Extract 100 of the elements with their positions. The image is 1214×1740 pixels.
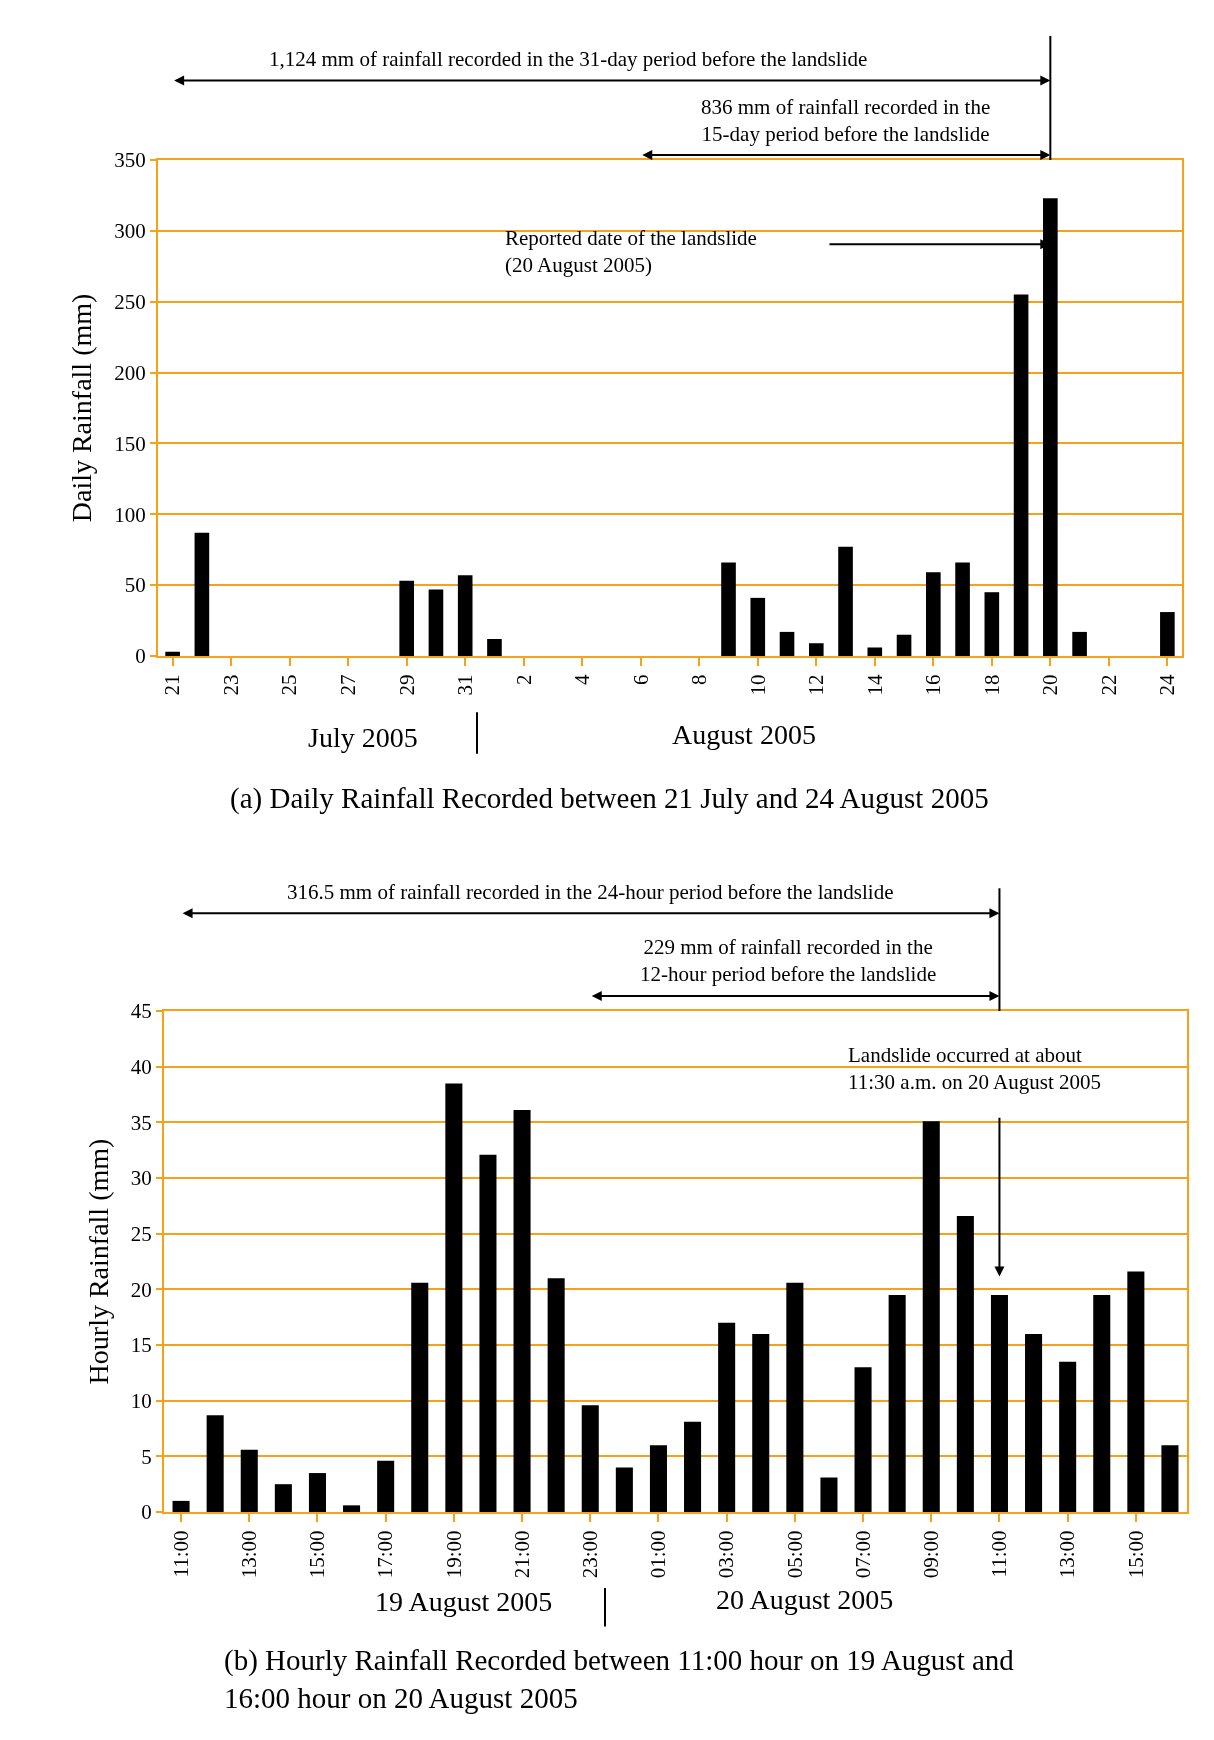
x-tick-label: 27 xyxy=(336,674,360,696)
x-tick-label: 2 xyxy=(511,674,536,685)
bar xyxy=(1043,198,1058,656)
bar xyxy=(172,1500,190,1513)
y-tick-label: 250 xyxy=(114,290,146,315)
bar xyxy=(990,1294,1008,1513)
x-tick-label: 11:00 xyxy=(168,1530,193,1578)
annotation: Landslide occurred at about 11:30 a.m. on 20 August 2005 xyxy=(848,1043,1101,1095)
y-tick-label: 35 xyxy=(130,1110,152,1135)
y-tick-label: 5 xyxy=(141,1444,152,1469)
x-tick-label: 19:00 xyxy=(441,1530,466,1579)
x-tick-label: 21 xyxy=(160,674,185,696)
y-tick-label: 10 xyxy=(130,1389,152,1414)
bar xyxy=(888,1294,906,1513)
y-tick-label: 50 xyxy=(124,573,146,598)
y-tick-label: 25 xyxy=(130,1222,152,1247)
annotation: Reported date of the landslide (20 August 2005) xyxy=(505,226,757,278)
bar xyxy=(206,1415,224,1513)
bar xyxy=(479,1154,497,1513)
bar xyxy=(1013,294,1029,656)
x-tick-label: 31 xyxy=(453,674,478,696)
bar xyxy=(684,1421,702,1513)
text: 1,124 mm of rainfall recorded in the 31-day period before the landslide xyxy=(269,47,868,71)
bar xyxy=(274,1484,292,1513)
y-tick-label: 30 xyxy=(130,1166,152,1191)
y-tick-label: 100 xyxy=(114,502,146,527)
bar xyxy=(956,1215,974,1513)
x-tick-label: 25 xyxy=(277,674,302,696)
x-tick-label: 11:00 xyxy=(987,1530,1012,1578)
bar xyxy=(1025,1333,1043,1513)
bar xyxy=(428,589,444,656)
bar xyxy=(457,575,473,656)
bar xyxy=(1127,1271,1145,1513)
y-tick-label: 0 xyxy=(135,644,146,669)
text: 229 mm of rainfall recorded in the 12-hour period before the landslide xyxy=(640,935,937,987)
bar xyxy=(399,580,414,656)
bar xyxy=(820,1477,838,1513)
x-tick-label: 10 xyxy=(745,674,770,696)
bar xyxy=(922,1121,940,1513)
bar xyxy=(808,643,824,656)
bar xyxy=(867,647,883,656)
x-tick-label: 03:00 xyxy=(714,1530,739,1579)
y-tick-label: 0 xyxy=(141,1500,152,1525)
x-tick-label: 8 xyxy=(687,674,712,685)
bar xyxy=(955,562,970,656)
x-tick-label: 24 xyxy=(1155,673,1180,696)
bar xyxy=(1093,1294,1111,1513)
x-tick-label: 07:00 xyxy=(850,1530,875,1579)
bar xyxy=(411,1282,429,1513)
bar xyxy=(308,1473,326,1513)
x-tick-label: 14 xyxy=(862,673,887,696)
bar xyxy=(926,572,941,656)
bar xyxy=(854,1367,872,1513)
bar xyxy=(1072,631,1087,656)
bar xyxy=(165,651,180,656)
y-axis-title: Hourly Rainfall (mm) xyxy=(83,1138,114,1385)
x-tick-label: 15:00 xyxy=(305,1530,330,1579)
x-tick-label: 22 xyxy=(1096,674,1121,696)
bar xyxy=(377,1460,395,1513)
x-tick-label: 20 xyxy=(1038,674,1063,696)
x-tick-label: 6 xyxy=(628,674,653,685)
x-tick-label: 21:00 xyxy=(509,1530,534,1579)
y-tick-label: 20 xyxy=(130,1277,152,1302)
x-tick-label: 13:00 xyxy=(237,1530,262,1579)
x-tick-label: 01:00 xyxy=(646,1530,671,1579)
text: 20 August 2005 xyxy=(716,1584,894,1615)
y-tick-label: 350 xyxy=(114,148,146,173)
text: July 2005 xyxy=(308,722,418,753)
bar xyxy=(896,634,912,656)
bar xyxy=(445,1083,463,1513)
bar xyxy=(487,638,502,656)
bar xyxy=(1161,1445,1179,1513)
bar xyxy=(240,1449,258,1513)
x-tick-label: 15:00 xyxy=(1123,1530,1148,1579)
text: (a) Daily Rainfall Recorded between 21 July and 24 August 2005 xyxy=(230,782,989,815)
x-tick-label: 18 xyxy=(979,674,1004,696)
bar xyxy=(513,1110,531,1513)
x-tick-label: 12 xyxy=(804,674,829,696)
x-tick-label: 17:00 xyxy=(373,1530,398,1579)
y-axis-title: Daily Rainfall (mm) xyxy=(66,293,98,523)
y-tick-label: 40 xyxy=(130,1055,152,1080)
x-tick-label: 13:00 xyxy=(1055,1530,1080,1579)
y-tick-label: 45 xyxy=(130,999,152,1024)
bar xyxy=(779,631,795,656)
bar xyxy=(718,1322,736,1513)
bar xyxy=(194,532,210,656)
bar xyxy=(838,546,853,656)
x-tick-label: 4 xyxy=(570,673,595,685)
bar xyxy=(581,1405,599,1513)
bar xyxy=(547,1278,565,1513)
x-tick-label: 16 xyxy=(921,674,946,696)
y-tick-label: 150 xyxy=(114,431,146,456)
x-tick-label: 29 xyxy=(394,674,419,696)
y-tick-label: 200 xyxy=(114,360,146,385)
bar xyxy=(752,1333,770,1513)
bar xyxy=(343,1505,361,1513)
bar xyxy=(1059,1361,1077,1513)
text: 19 August 2005 xyxy=(375,1586,553,1617)
bar xyxy=(1160,612,1175,656)
y-tick-label: 300 xyxy=(114,219,146,244)
